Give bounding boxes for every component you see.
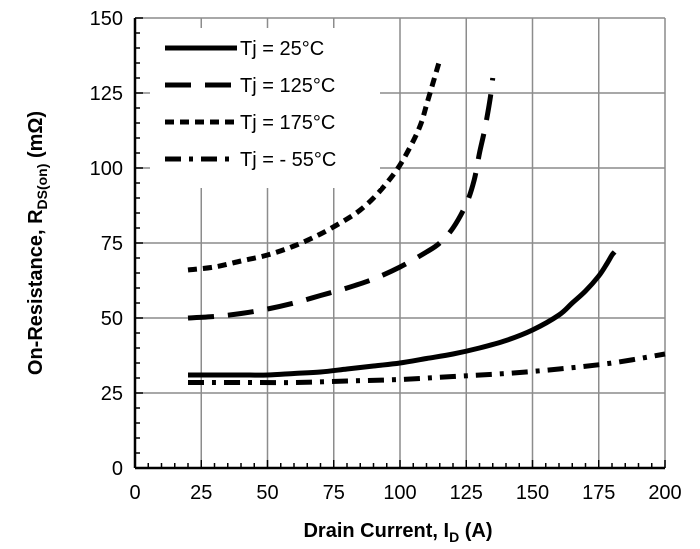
series-line-2 (187, 77, 496, 321)
y-tick-label: 25 (101, 383, 123, 405)
x-tick-label: 175 (582, 482, 615, 504)
x-tick-label: 25 (190, 482, 212, 504)
legend-background (150, 28, 380, 188)
x-tick-label: 75 (323, 482, 345, 504)
x-axis-title-suffix: (A) (459, 520, 492, 542)
axes (133, 17, 666, 470)
legend: Tj = 25°C Tj = 125°C Tj = 175°C Tj = - 55°C (165, 38, 336, 171)
x-tick-label: 0 (129, 482, 140, 504)
x-axis-title-main: Drain Current, I (303, 520, 449, 542)
series-line-1 (188, 250, 617, 378)
series-lines (187, 59, 666, 386)
y-axis-title: On-Resistance, RDS(on) (mΩ) (25, 111, 50, 375)
series-line-3 (187, 59, 443, 273)
y-tick-label: 0 (112, 458, 123, 480)
y-tick-label: 75 (101, 233, 123, 255)
x-axis-title-sub: D (449, 529, 459, 545)
legend-label-2: Tj = 125°C (240, 75, 335, 97)
legend-label-4: Tj = - 55°C (240, 149, 336, 171)
x-axis-title: Drain Current, ID (A) (303, 520, 492, 545)
y-axis-title-main: On-Resistance, R (25, 209, 47, 375)
x-tick-label: 150 (516, 482, 549, 504)
x-tick-label: 50 (256, 482, 278, 504)
y-tick-labels: 0 25 50 75 100 125 150 (90, 8, 123, 480)
y-tick-label: 125 (90, 83, 123, 105)
x-tick-label: 125 (450, 482, 483, 504)
x-tick-label: 100 (383, 482, 416, 504)
x-tick-labels: 0 25 50 75 100 125 150 175 200 (129, 482, 681, 504)
y-tick-label: 100 (90, 158, 123, 180)
series-line-4 (187, 351, 666, 386)
y-axis-title-suffix: (mΩ) (25, 111, 47, 164)
y-axis-title-sub: DS(on) (34, 164, 50, 210)
y-tick-label: 50 (101, 308, 123, 330)
legend-label-3: Tj = 175°C (240, 112, 335, 134)
y-tick-label: 150 (90, 8, 123, 30)
x-tick-label: 200 (648, 482, 681, 504)
legend-label-1: Tj = 25°C (240, 38, 324, 60)
